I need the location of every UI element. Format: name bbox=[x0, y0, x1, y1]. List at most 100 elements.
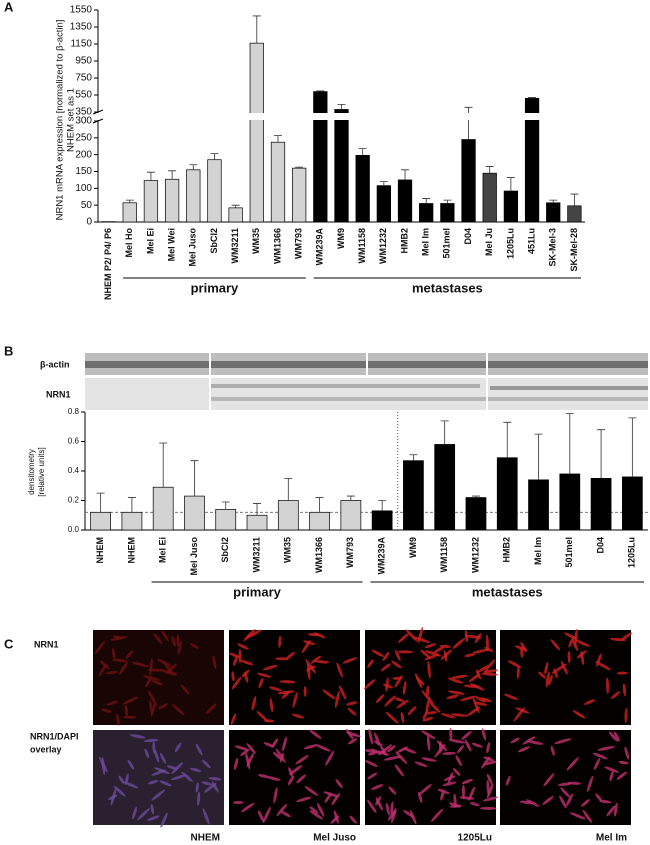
cell bbox=[317, 802, 325, 817]
cell bbox=[279, 680, 296, 684]
micrograph-bg bbox=[93, 730, 224, 825]
bar bbox=[184, 495, 205, 531]
cell bbox=[414, 761, 428, 768]
cell bbox=[559, 795, 567, 809]
cell bbox=[383, 755, 402, 761]
cell bbox=[440, 649, 453, 660]
cell bbox=[174, 742, 182, 753]
y-axis-label: densitometry bbox=[27, 449, 36, 495]
cell bbox=[110, 788, 117, 806]
micrograph bbox=[500, 730, 631, 825]
cell bbox=[257, 810, 265, 823]
cell bbox=[101, 708, 112, 713]
cell bbox=[394, 764, 404, 777]
cell bbox=[427, 660, 431, 679]
error-bar bbox=[628, 417, 637, 477]
column-label: NHEM bbox=[191, 833, 220, 844]
cell bbox=[424, 653, 440, 661]
cell bbox=[106, 670, 118, 675]
cell bbox=[95, 641, 105, 654]
cell bbox=[403, 809, 414, 818]
cell bbox=[160, 812, 168, 828]
cell bbox=[295, 755, 309, 765]
cell bbox=[472, 648, 489, 654]
cell bbox=[309, 810, 324, 820]
cell bbox=[177, 640, 182, 655]
cell bbox=[461, 784, 465, 799]
cell bbox=[605, 677, 610, 695]
cell bbox=[402, 681, 407, 695]
bar bbox=[340, 500, 362, 531]
panel-letter: B bbox=[4, 343, 13, 358]
error-bar bbox=[125, 199, 134, 203]
bar bbox=[121, 511, 143, 531]
cell bbox=[470, 683, 485, 691]
cell bbox=[575, 639, 591, 647]
cell bbox=[113, 785, 126, 797]
blot-label: β-actin bbox=[40, 359, 70, 369]
micrograph bbox=[363, 627, 499, 725]
x-tick-label: Mel Ho bbox=[124, 228, 134, 258]
cell bbox=[569, 812, 586, 820]
cell bbox=[292, 692, 298, 708]
bar bbox=[90, 511, 111, 531]
x-tick-label: 501mel bbox=[442, 228, 452, 259]
error-bar bbox=[503, 421, 512, 458]
cell bbox=[348, 738, 358, 745]
x-tick-label: HMB2 bbox=[502, 537, 512, 563]
cell bbox=[457, 744, 464, 754]
cell bbox=[407, 706, 417, 716]
cell bbox=[606, 805, 616, 817]
cell bbox=[597, 746, 615, 751]
cell bbox=[391, 660, 402, 669]
cell bbox=[382, 651, 390, 662]
cell bbox=[447, 677, 464, 684]
cell bbox=[304, 786, 319, 796]
cell bbox=[310, 655, 322, 664]
cell bbox=[233, 757, 239, 771]
cell bbox=[582, 809, 593, 824]
cell bbox=[560, 787, 570, 798]
cell bbox=[388, 786, 397, 795]
x-tick-label: WM1158 bbox=[439, 537, 449, 573]
cell bbox=[371, 649, 385, 657]
bar bbox=[567, 205, 582, 223]
cell bbox=[240, 660, 254, 666]
cell bbox=[548, 674, 553, 686]
cell bbox=[269, 698, 274, 713]
bar bbox=[186, 169, 201, 223]
cell bbox=[148, 690, 157, 706]
cell bbox=[487, 783, 494, 799]
x-tick-label: Mel Im bbox=[533, 537, 543, 565]
axis-break bbox=[93, 113, 587, 120]
cell bbox=[276, 804, 287, 817]
x-tick-label: SK-Mel-3 bbox=[548, 228, 558, 267]
cell bbox=[256, 711, 269, 723]
error-bar bbox=[534, 433, 543, 480]
cell bbox=[459, 695, 478, 701]
cell bbox=[232, 800, 244, 805]
cell bbox=[303, 686, 307, 697]
x-tick-label: WM1232 bbox=[470, 537, 480, 573]
y-tick-label: 1150 bbox=[70, 39, 92, 50]
cell bbox=[367, 659, 374, 668]
cell bbox=[613, 731, 620, 742]
cell bbox=[123, 781, 139, 789]
cell bbox=[291, 713, 305, 719]
cell bbox=[384, 695, 396, 707]
cell bbox=[422, 710, 429, 720]
bar bbox=[355, 154, 370, 223]
cell bbox=[143, 738, 159, 743]
error-bar bbox=[231, 204, 240, 208]
cell bbox=[483, 760, 497, 765]
cell bbox=[336, 662, 343, 678]
cell bbox=[383, 683, 394, 689]
y-tick-label: 300 bbox=[75, 116, 92, 127]
cell bbox=[275, 748, 286, 763]
cell bbox=[166, 765, 178, 770]
error-bar bbox=[440, 420, 449, 445]
column-label: Mel Im bbox=[596, 833, 627, 844]
x-tick-label: 451Lu bbox=[526, 228, 536, 254]
x-tick-label: SbCl2 bbox=[209, 228, 219, 254]
cell bbox=[281, 691, 290, 699]
